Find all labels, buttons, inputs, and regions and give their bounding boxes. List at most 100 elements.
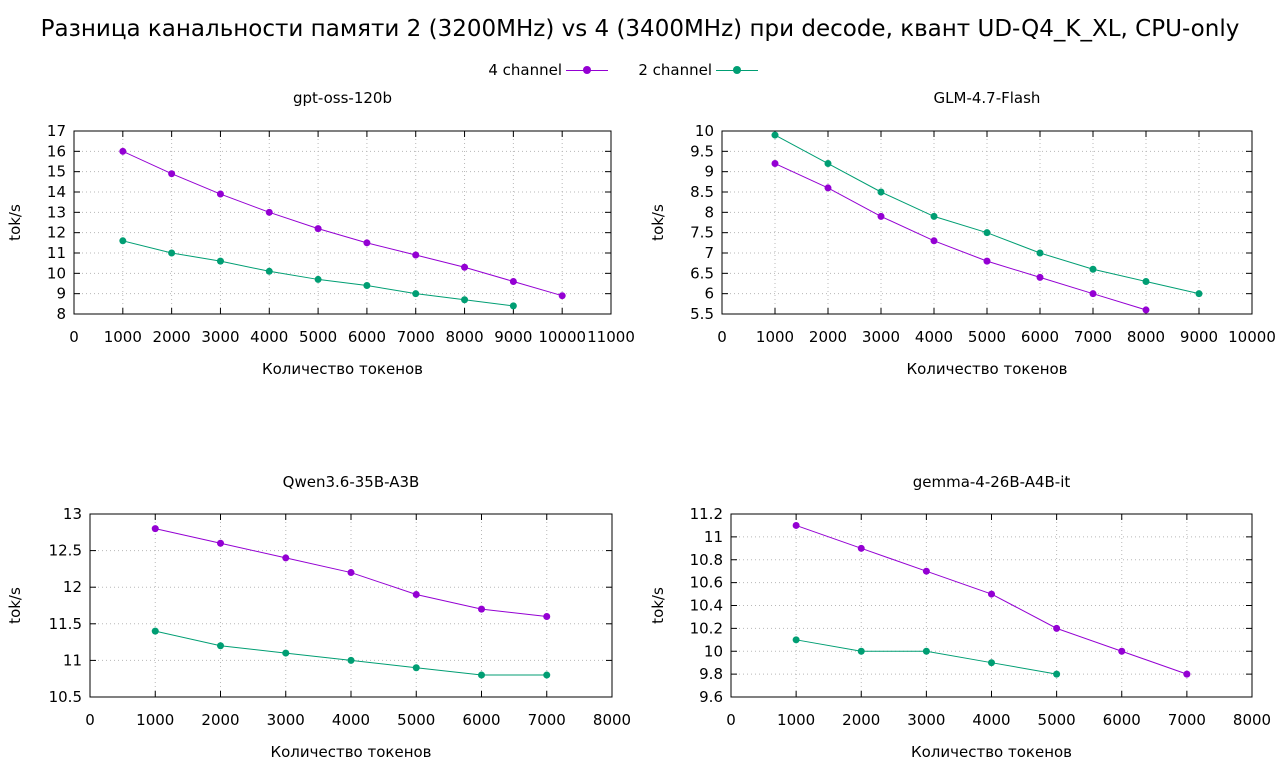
y-tick-label: 8 — [704, 203, 714, 221]
y-tick-label: 13 — [63, 505, 82, 523]
data-point-4-channel — [1036, 273, 1044, 281]
data-point-2-channel — [265, 267, 273, 275]
y-tick-label: 14 — [47, 183, 66, 201]
y-tick-label: 9 — [704, 163, 714, 181]
x-tick-label: 7000 — [528, 711, 566, 729]
chart-title: gpt-oss-120b — [293, 89, 392, 107]
x-axis-label: Количество токенов — [262, 360, 423, 378]
y-axis-label: tok/s — [649, 204, 667, 241]
x-tick-label: 7000 — [1074, 328, 1112, 346]
data-point-4-channel — [265, 208, 273, 216]
data-point-4-channel — [282, 554, 290, 562]
data-point-4-channel — [1183, 670, 1191, 678]
data-point-4-channel — [217, 539, 224, 547]
data-point-4-channel — [314, 225, 322, 233]
data-point-4-channel — [922, 567, 930, 575]
x-tick-label: 5000 — [397, 711, 435, 729]
data-point-2-channel — [543, 671, 551, 679]
legend-marker-4-channel — [583, 66, 591, 74]
data-point-4-channel — [363, 239, 371, 247]
x-tick-label: 0 — [85, 711, 95, 729]
x-tick-label: 0 — [726, 711, 736, 729]
series-line-4-channel — [774, 163, 1147, 311]
data-point-2-channel — [478, 671, 485, 679]
y-tick-label: 5.5 — [690, 305, 714, 323]
y-tick-label: 11 — [63, 651, 82, 669]
x-tick-label: 8000 — [593, 711, 631, 729]
data-point-2-channel — [1053, 670, 1061, 678]
data-point-4-channel — [347, 569, 355, 577]
y-tick-label: 13 — [47, 203, 66, 221]
y-tick-label: 9.8 — [699, 665, 723, 683]
y-tick-label: 11 — [47, 244, 66, 262]
data-point-4-channel — [168, 170, 176, 178]
data-point-4-channel — [412, 251, 420, 259]
y-tick-label: 10 — [704, 642, 723, 660]
x-tick-label: 0 — [717, 328, 727, 346]
y-tick-label: 12 — [63, 578, 82, 596]
data-point-2-channel — [877, 188, 885, 196]
x-tick-label: 9000 — [494, 328, 532, 346]
data-point-4-channel — [988, 590, 995, 598]
y-axis-label: tok/s — [649, 587, 667, 624]
y-tick-label: 6 — [704, 285, 714, 303]
y-tick-label: 6.5 — [690, 264, 714, 282]
legend-marker-2-channel — [733, 66, 741, 74]
x-tick-label: 3000 — [201, 328, 239, 346]
data-point-2-channel — [771, 131, 779, 139]
data-point-4-channel — [857, 544, 865, 552]
y-tick-label: 11.5 — [49, 615, 82, 633]
x-tick-label: 1000 — [777, 711, 815, 729]
data-point-4-channel — [1089, 290, 1097, 298]
x-tick-label: 4000 — [972, 711, 1010, 729]
data-point-2-channel — [509, 302, 517, 310]
x-tick-label: 8000 — [1127, 328, 1165, 346]
plot-frame — [89, 513, 613, 698]
y-tick-label: 15 — [47, 163, 66, 181]
y-tick-label: 11.2 — [690, 505, 723, 523]
plot-frame — [721, 130, 1253, 315]
y-tick-label: 9 — [56, 285, 66, 303]
x-tick-label: 5000 — [968, 328, 1006, 346]
x-tick-label: 4000 — [250, 328, 288, 346]
data-point-2-channel — [151, 627, 159, 635]
data-point-2-channel — [983, 229, 991, 237]
data-point-2-channel — [930, 212, 938, 220]
x-tick-label: 4000 — [915, 328, 953, 346]
data-point-2-channel — [792, 636, 800, 644]
data-point-4-channel — [216, 190, 224, 198]
data-point-4-channel — [558, 292, 566, 300]
x-tick-label: 2000 — [153, 328, 191, 346]
y-tick-label: 12 — [47, 224, 66, 242]
data-point-4-channel — [151, 525, 159, 533]
x-tick-label: 3000 — [862, 328, 900, 346]
x-tick-label: 6000 — [1021, 328, 1059, 346]
data-point-4-channel — [509, 277, 517, 285]
legend-label-2-channel: 2 channel — [638, 61, 712, 79]
y-tick-label: 8.5 — [690, 183, 714, 201]
data-point-4-channel — [1053, 624, 1061, 632]
y-tick-label: 17 — [47, 122, 66, 140]
data-point-2-channel — [412, 664, 420, 672]
data-point-2-channel — [314, 275, 322, 283]
series-line-2-channel — [796, 639, 1057, 675]
data-point-2-channel — [988, 659, 995, 667]
x-axis-label: Количество токенов — [906, 360, 1067, 378]
data-point-4-channel — [930, 237, 938, 245]
data-point-4-channel — [877, 212, 885, 220]
y-tick-label: 10.5 — [49, 688, 82, 706]
x-tick-label: 11000 — [587, 328, 635, 346]
legend: 4 channel 2 channel — [0, 60, 1280, 80]
data-point-4-channel — [983, 257, 991, 265]
x-tick-label: 10000 — [1228, 328, 1276, 346]
chart-title: GLM-4.7-Flash — [934, 89, 1041, 107]
data-point-2-channel — [412, 290, 420, 298]
data-point-2-channel — [1089, 265, 1097, 273]
y-tick-label: 7 — [704, 244, 714, 262]
y-tick-label: 10.4 — [690, 597, 723, 615]
data-point-2-channel — [216, 257, 224, 265]
x-tick-label: 0 — [69, 328, 79, 346]
series-line-4-channel — [122, 150, 563, 297]
data-point-4-channel — [1118, 647, 1126, 655]
y-tick-label: 11 — [704, 528, 723, 546]
